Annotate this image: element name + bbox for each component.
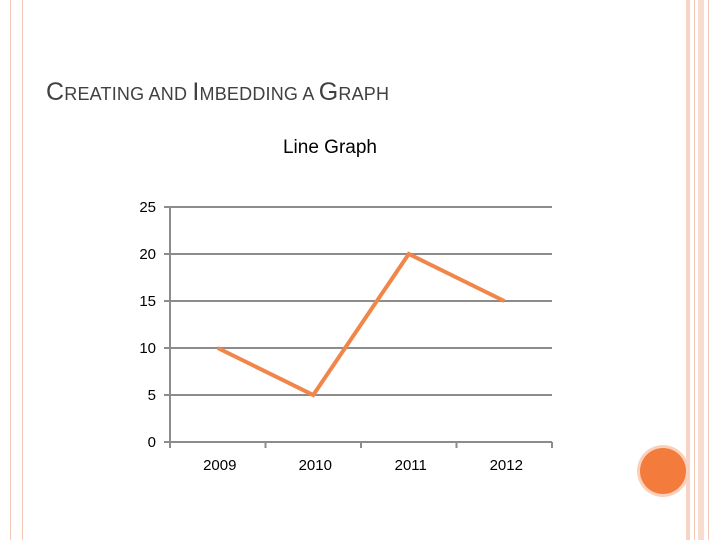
y-tick-label: 0 [148, 434, 156, 451]
y-tick-label: 15 [139, 293, 156, 310]
x-tick-label: 2011 [395, 457, 427, 474]
y-tick-label: 20 [139, 246, 156, 263]
x-tick-label: 2012 [490, 457, 523, 474]
title-part: RAPH [338, 84, 390, 104]
data-point [503, 300, 505, 302]
data-point [408, 253, 410, 255]
data-point [312, 394, 314, 396]
y-tick-label: 5 [148, 387, 156, 404]
x-tick-label: 2009 [203, 457, 236, 474]
data-point [217, 347, 219, 349]
y-tick-label: 10 [139, 340, 156, 357]
series-line [216, 251, 506, 398]
orange-circle-decoration [640, 448, 686, 494]
title-part: C [46, 78, 65, 106]
title-part: REATING AND [64, 84, 193, 104]
right-border-decoration [686, 0, 720, 540]
title-part: I [192, 78, 200, 106]
chart-title: Line Graph [283, 137, 377, 158]
y-tick-label: 25 [139, 199, 156, 216]
left-border-decoration [0, 0, 23, 540]
x-tick-label: 2010 [299, 457, 332, 474]
title-part: G [318, 78, 339, 106]
title-part: MBEDDING A [199, 84, 319, 104]
slide-title: CREATING AND IMBEDDING A GRAPH [46, 78, 389, 107]
